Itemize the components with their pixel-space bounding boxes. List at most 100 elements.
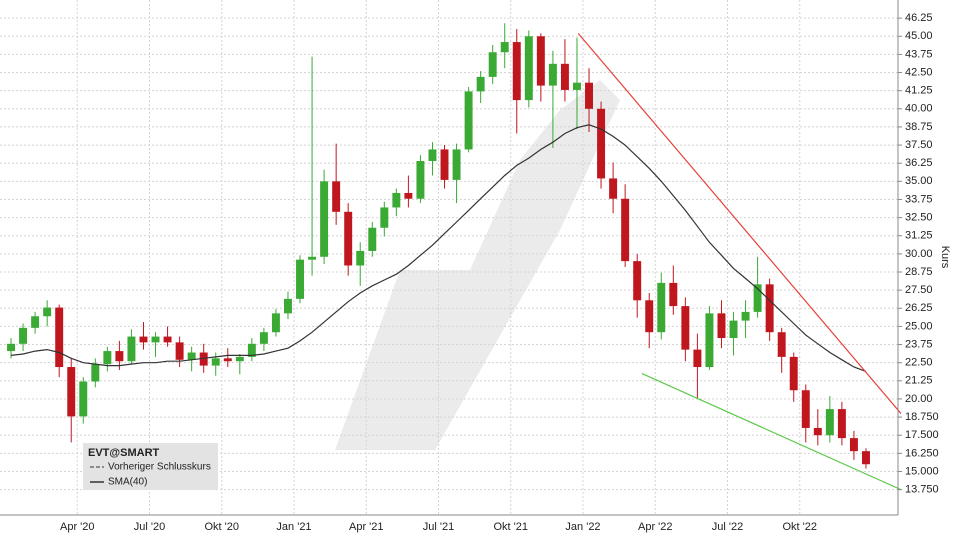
candle-body bbox=[452, 149, 461, 180]
y-tick-label: 41.25 bbox=[905, 85, 933, 97]
candle-body bbox=[31, 316, 40, 328]
candle-body bbox=[512, 42, 521, 101]
candle-body bbox=[380, 207, 389, 228]
candle-body bbox=[741, 311, 750, 321]
candle-body bbox=[645, 300, 654, 333]
y-tick-label: 17.500 bbox=[905, 429, 939, 441]
candle-body bbox=[67, 367, 76, 417]
x-tick-label: Okt '21 bbox=[493, 521, 528, 533]
candle-body bbox=[187, 352, 196, 360]
y-tick-label: 23.75 bbox=[905, 338, 933, 350]
candle-body bbox=[139, 336, 148, 343]
candle-body bbox=[43, 307, 52, 317]
candle-body bbox=[79, 381, 88, 417]
x-tick-label: Jul '21 bbox=[423, 521, 454, 533]
y-tick-label: 38.75 bbox=[905, 121, 933, 133]
y-tick-label: 40.00 bbox=[905, 103, 933, 115]
candle-body bbox=[825, 409, 834, 436]
candle-body bbox=[488, 52, 497, 77]
x-tick-label: Apr '22 bbox=[638, 521, 673, 533]
candle-body bbox=[717, 313, 726, 339]
watermark bbox=[335, 80, 620, 450]
y-tick-label: 26.25 bbox=[905, 302, 933, 314]
candle-body bbox=[464, 91, 473, 150]
candle-body bbox=[440, 149, 449, 180]
y-tick-label: 33.75 bbox=[905, 193, 933, 205]
y-tick-label: 31.25 bbox=[905, 230, 933, 242]
x-tick-label: Jul '20 bbox=[134, 521, 165, 533]
candle-body bbox=[271, 313, 280, 333]
candle-body bbox=[560, 63, 569, 90]
candle-body bbox=[247, 343, 256, 357]
legend-label: SMA(40) bbox=[108, 477, 147, 488]
x-tick-label: Apr '20 bbox=[60, 521, 95, 533]
candle-body bbox=[585, 82, 593, 109]
x-tick-label: Okt '22 bbox=[782, 521, 817, 533]
legend-title: EVT@SMART bbox=[88, 447, 160, 459]
y-tick-label: 27.50 bbox=[905, 284, 933, 296]
candle-body bbox=[151, 336, 160, 343]
legend-label: Vorheriger Schlusskurs bbox=[108, 462, 211, 473]
candle-body bbox=[259, 332, 268, 344]
candle-body bbox=[573, 82, 581, 90]
candle-body bbox=[223, 358, 232, 362]
candle-body bbox=[115, 351, 124, 362]
candle-body bbox=[404, 192, 413, 199]
candle-body bbox=[235, 356, 244, 362]
y-tick-label: 32.50 bbox=[905, 212, 933, 224]
candle-body bbox=[199, 352, 208, 366]
candle-body bbox=[621, 198, 630, 262]
y-tick-label: 37.50 bbox=[905, 139, 933, 151]
candle-body bbox=[753, 284, 762, 312]
y-tick-label: 15.000 bbox=[905, 465, 939, 477]
y-tick-label: 28.75 bbox=[905, 266, 933, 278]
candle-body bbox=[705, 313, 714, 368]
candle-body bbox=[500, 42, 509, 53]
candle-body bbox=[7, 343, 15, 352]
candle-body bbox=[320, 181, 329, 257]
candle-body bbox=[284, 298, 292, 314]
legend-box bbox=[83, 443, 218, 490]
candle-body bbox=[729, 320, 738, 339]
candle-body bbox=[392, 192, 401, 208]
candle-body bbox=[428, 149, 437, 162]
y-tick-label: 18.750 bbox=[905, 411, 939, 423]
x-tick-label: Apr '21 bbox=[349, 521, 384, 533]
candle-body bbox=[548, 63, 557, 86]
y-tick-label: 36.25 bbox=[905, 157, 933, 169]
x-tick-label: Okt '20 bbox=[204, 521, 239, 533]
candle-body bbox=[693, 349, 702, 368]
y-tick-label: 30.00 bbox=[905, 248, 933, 260]
y-tick-label: 45.00 bbox=[905, 30, 933, 42]
candle-body bbox=[344, 211, 353, 266]
candle-body bbox=[476, 76, 485, 92]
y-tick-label: 42.50 bbox=[905, 66, 933, 78]
candle-body bbox=[777, 332, 786, 357]
trend-line bbox=[641, 373, 902, 491]
candle-body bbox=[55, 307, 64, 368]
candle-body bbox=[211, 358, 220, 366]
y-tick-label: 35.00 bbox=[905, 175, 933, 187]
candle-body bbox=[416, 161, 425, 199]
y-tick-label: 25.00 bbox=[905, 320, 933, 332]
candle-body bbox=[801, 390, 810, 428]
candle-body bbox=[813, 427, 822, 436]
candle-body bbox=[19, 327, 28, 344]
candle-body bbox=[633, 261, 642, 301]
candle-body bbox=[597, 108, 606, 179]
candle-body bbox=[536, 36, 545, 86]
candle-body bbox=[308, 256, 317, 260]
candle-body bbox=[524, 36, 533, 101]
candle-body bbox=[356, 250, 365, 266]
legend: EVT@SMART Vorheriger Schlusskurs SMA(40) bbox=[83, 443, 218, 490]
y-tick-label: 21.25 bbox=[905, 375, 933, 387]
candle-body bbox=[368, 227, 377, 251]
candle-body bbox=[789, 356, 798, 391]
y-tick-label: 13.750 bbox=[905, 484, 939, 496]
y-tick-label: 16.250 bbox=[905, 447, 939, 459]
trend-line bbox=[577, 32, 902, 414]
candle-body bbox=[127, 336, 136, 362]
candle-body bbox=[332, 181, 341, 212]
y-tick-label: 22.50 bbox=[905, 357, 933, 369]
candle-body bbox=[91, 364, 100, 382]
